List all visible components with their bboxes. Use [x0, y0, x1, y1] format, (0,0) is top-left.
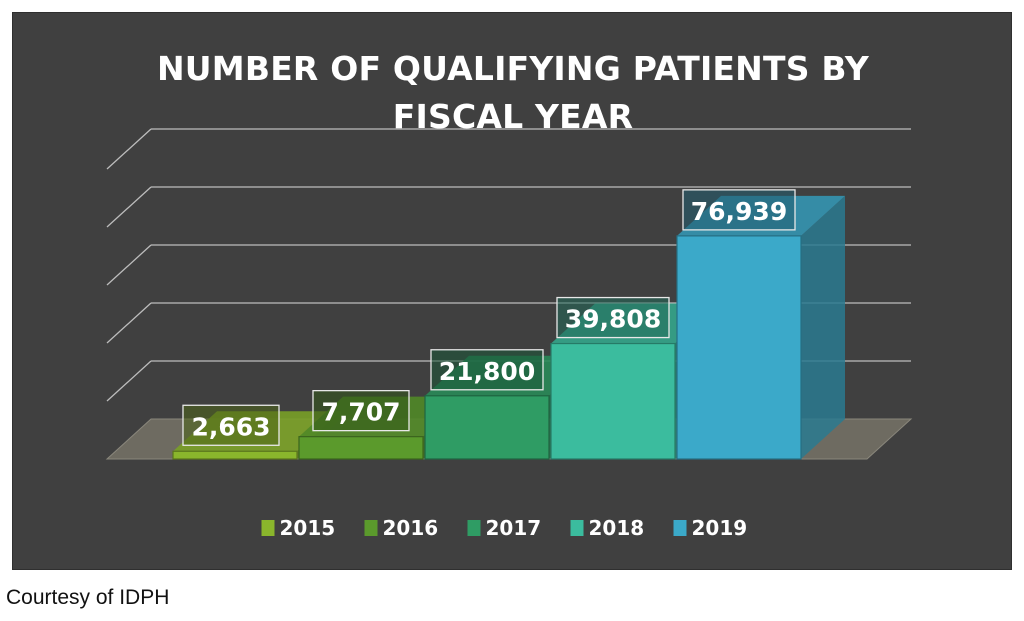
- data-label-box: [682, 189, 796, 231]
- gridline-side: [106, 360, 152, 402]
- data-label-box: [430, 349, 544, 391]
- bar-side: [801, 195, 845, 460]
- data-label-2016: 7,707: [312, 389, 410, 432]
- data-label-text: 39,808: [565, 305, 661, 334]
- legend-swatch: [570, 520, 584, 536]
- data-label-2019: 76,939: [682, 189, 796, 231]
- legend-item-2016: 2016: [364, 516, 439, 540]
- legend-label: 2017: [486, 516, 542, 540]
- data-label-text: 7,707: [321, 398, 400, 427]
- legend-swatch: [261, 520, 275, 536]
- data-label-text: 76,939: [691, 197, 787, 226]
- legend: 2015 2016 2017 2018 2019: [261, 516, 748, 540]
- legend-swatch: [467, 520, 481, 536]
- legend-swatch: [364, 520, 378, 536]
- data-label-text: 21,800: [439, 357, 535, 386]
- legend-swatch: [673, 520, 687, 536]
- data-label-2017: 21,800: [430, 349, 544, 391]
- gridline-side: [106, 302, 152, 344]
- chart-title: NUMBER OF QUALIFYING PATIENTS BY FISCAL …: [156, 49, 870, 136]
- gridline-side: [106, 244, 152, 286]
- legend-item-2015: 2015: [261, 516, 336, 540]
- credit-caption: Courtesy of IDPH: [6, 586, 170, 609]
- legend-label: 2018: [589, 516, 645, 540]
- data-label-box: [312, 389, 410, 432]
- bar-front: [676, 235, 802, 460]
- data-label-text: 2,663: [191, 412, 270, 441]
- bar-front: [298, 436, 424, 460]
- data-label-box: [556, 296, 670, 339]
- legend-label: 2019: [692, 516, 748, 540]
- gridline-side: [106, 186, 152, 228]
- data-label-box: [182, 404, 280, 446]
- data-label-2018: 39,808: [556, 296, 670, 339]
- bar-front: [550, 342, 676, 460]
- legend-label: 2015: [280, 516, 336, 540]
- legend-item-2019: 2019: [673, 516, 748, 540]
- gridline-side: [106, 128, 152, 170]
- legend-item-2017: 2017: [467, 516, 542, 540]
- bar-front: [424, 395, 550, 460]
- bar-front: [172, 450, 298, 460]
- legend-item-2018: 2018: [570, 516, 645, 540]
- legend-label: 2016: [383, 516, 439, 540]
- chart-panel: NUMBER OF QUALIFYING PATIENTS BY FISCAL …: [12, 12, 1012, 570]
- bar-2019: [676, 195, 845, 460]
- data-label-2015: 2,663: [182, 404, 280, 446]
- data-labels: 2,663 7,707 21,800 39,808 76,939: [182, 189, 796, 446]
